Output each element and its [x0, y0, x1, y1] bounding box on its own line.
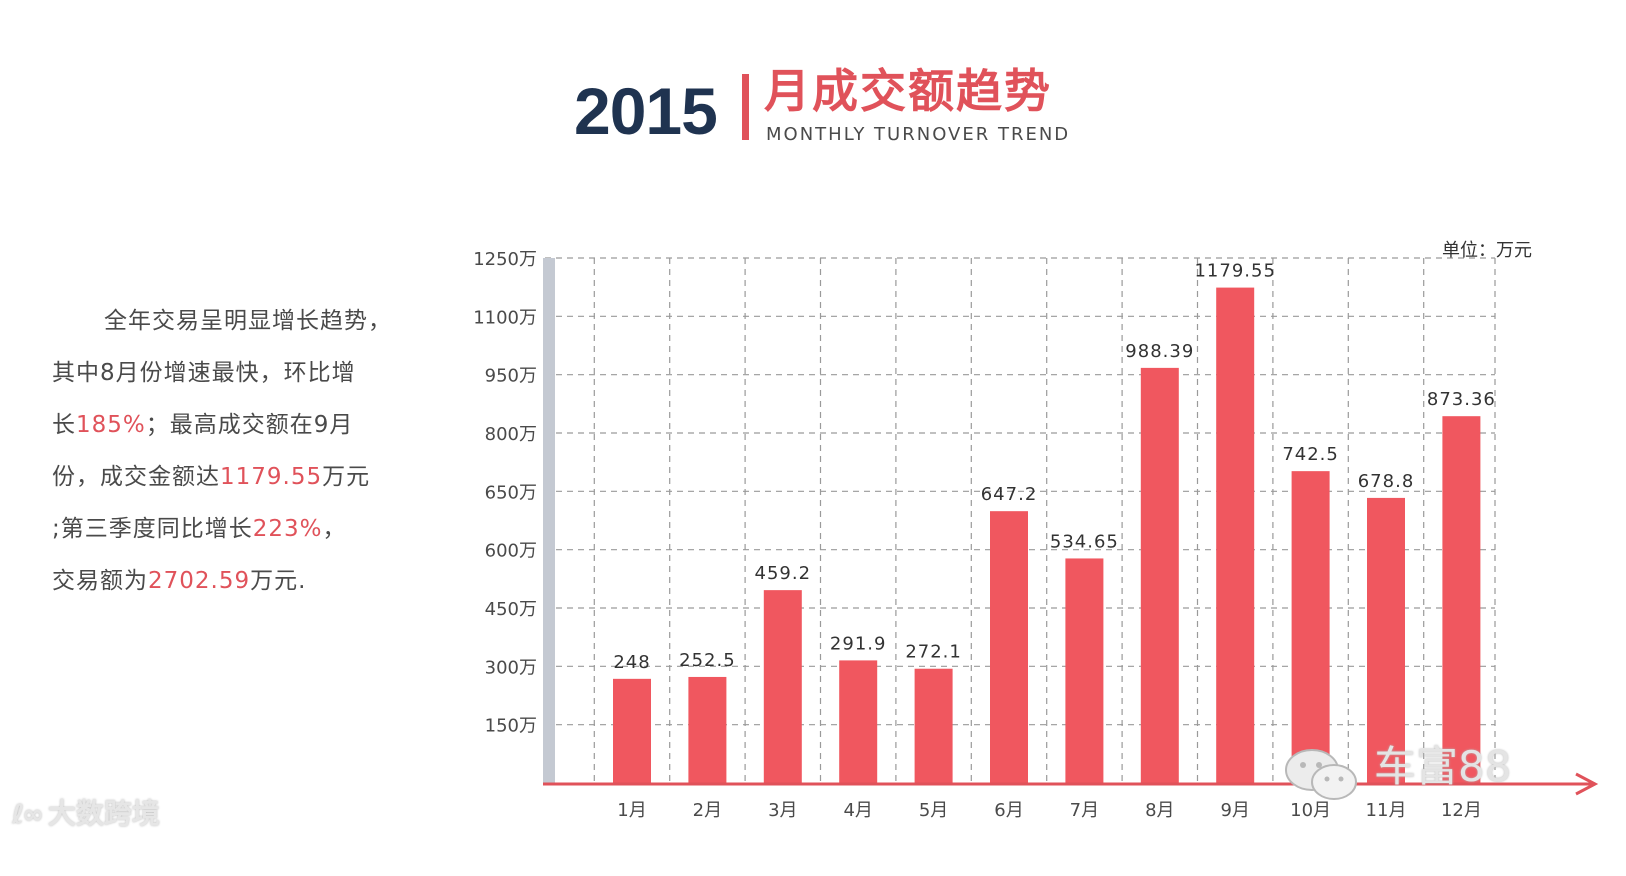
title-divider	[742, 74, 749, 140]
bar	[613, 678, 651, 783]
title-english: MONTHLY TURNOVER TREND	[766, 124, 1071, 145]
chart-title: 2015 月成交额趋势 MONTHLY TURNOVER TREND	[574, 64, 1114, 154]
y-tick-label: 650万	[485, 482, 537, 503]
bar	[688, 676, 727, 783]
x-axis-arrow-icon	[1575, 772, 1599, 796]
bar-value-label: 678.8	[1358, 471, 1415, 492]
x-tick-label: 3月	[768, 800, 797, 821]
bar-value-label: 742.5	[1282, 444, 1339, 465]
x-tick-label: 12月	[1441, 800, 1482, 821]
summary-line-4: 份，成交金额达1179.55万元	[52, 451, 442, 503]
unit-label: 单位：万元	[1442, 240, 1532, 261]
y-tick-label: 950万	[485, 366, 537, 387]
highlight-mom-growth: 185%	[76, 412, 146, 438]
summary-text-segment: ；最高成交额在9月	[145, 412, 354, 438]
bar-value-label: 459.2	[755, 563, 812, 584]
x-tick-label: 1月	[617, 800, 646, 821]
bar	[839, 660, 878, 783]
title-year: 2015	[574, 74, 718, 148]
y-axis-line	[543, 258, 555, 783]
x-tick-label: 11月	[1366, 800, 1407, 821]
x-tick-label: 9月	[1220, 800, 1249, 821]
bar-value-label: 248	[613, 652, 650, 673]
x-tick-label: 8月	[1145, 800, 1174, 821]
wechat-icon	[1285, 749, 1357, 800]
bar	[914, 668, 953, 783]
y-tick-label: 1100万	[473, 307, 537, 328]
summary-text-segment: 万元.	[250, 568, 307, 594]
x-tick-label: 4月	[843, 800, 872, 821]
summary-line-1: 全年交易呈明显增长趋势，	[104, 308, 392, 334]
bar-value-label: 647.2	[981, 484, 1038, 505]
bar	[1291, 471, 1330, 783]
bar	[990, 511, 1028, 783]
watermark-left: ℓ∞ 大数跨境	[12, 797, 160, 830]
watermark-right: 车富88	[1282, 738, 1552, 808]
highlight-q3-amount: 2702.59	[148, 568, 251, 594]
watermark-logo-icon: ℓ∞	[12, 800, 44, 830]
bar-value-label: 252.5	[679, 650, 736, 671]
bar	[1140, 367, 1179, 783]
bar-value-label: 291.9	[830, 633, 887, 654]
bar-value-label: 988.39	[1125, 341, 1194, 362]
bar-value-label: 1179.55	[1194, 261, 1275, 282]
title-chinese: 月成交额趋势	[764, 64, 1052, 118]
bar	[763, 590, 802, 783]
summary-text-segment: ，	[322, 516, 347, 542]
y-tick-label: 300万	[485, 657, 537, 678]
y-tick-label: 1250万	[473, 249, 537, 270]
y-tick-label: 450万	[485, 599, 537, 620]
summary-text-segment: ;第三季度同比增长	[52, 516, 253, 542]
x-tick-label: 10月	[1290, 800, 1331, 821]
bar-value-label: 534.65	[1050, 531, 1119, 552]
summary-line-5: ;第三季度同比增长223%，	[52, 503, 442, 555]
y-tick-label: 800万	[485, 424, 537, 445]
bar-value-label: 873.36	[1427, 389, 1496, 410]
y-tick-label: 150万	[485, 716, 537, 737]
summary-line-6: 交易额为2702.59万元.	[52, 555, 442, 607]
highlight-yoy-growth: 223%	[252, 516, 323, 542]
summary-text-segment: 份，成交金额达	[52, 464, 220, 490]
watermark-left-text: 大数跨境	[47, 797, 160, 830]
summary-text-segment: 长	[52, 412, 76, 438]
x-tick-label: 7月	[1070, 800, 1099, 821]
summary-text-segment: 交易额为	[52, 568, 148, 594]
summary-text: 全年交易呈明显增长趋势， 其中8月份增速最快，环比增 长185%；最高成交额在9…	[52, 295, 442, 607]
y-tick-label: 600万	[485, 541, 537, 562]
summary-line-3: 长185%；最高成交额在9月	[52, 399, 442, 451]
x-tick-label: 5月	[919, 800, 948, 821]
bar	[1216, 287, 1255, 783]
bar	[1065, 558, 1104, 783]
x-tick-label: 2月	[693, 800, 722, 821]
x-tick-label: 6月	[994, 800, 1023, 821]
bar	[1442, 416, 1481, 783]
watermark-right-text: 车富88	[1374, 742, 1512, 791]
bar-value-label: 272.1	[905, 642, 962, 663]
highlight-peak-amount: 1179.55	[220, 464, 323, 490]
summary-line-2: 其中8月份增速最快，环比增	[52, 360, 356, 386]
bar	[1367, 497, 1405, 783]
summary-text-segment: 万元	[322, 464, 371, 490]
